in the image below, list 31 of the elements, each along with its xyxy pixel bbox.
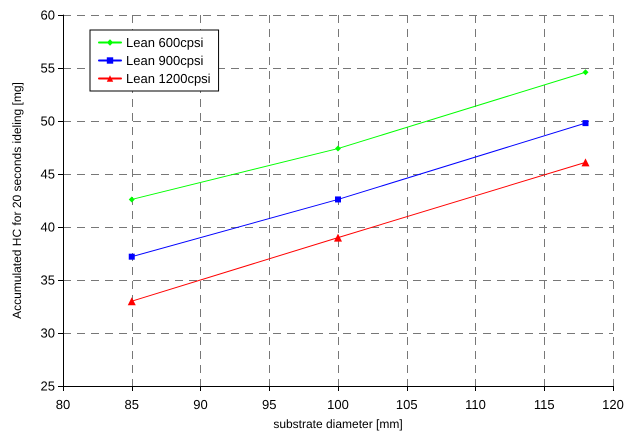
point <box>582 120 588 126</box>
x-tick-label: 80 <box>56 397 70 412</box>
y-tick-label: 25 <box>40 378 55 394</box>
legend-label: Lean 1200cpsi <box>126 71 211 86</box>
x-tick-label: 95 <box>262 397 276 412</box>
legend-label: Lean 600cpsi <box>126 35 204 50</box>
y-tick-label: 60 <box>40 8 55 22</box>
y-tick-label: 50 <box>40 114 55 128</box>
point <box>128 297 136 306</box>
y-tick-label: 30 <box>40 326 55 340</box>
point <box>335 146 341 152</box>
point <box>128 254 135 260</box>
x-tick-label: 110 <box>465 397 486 412</box>
x-tick-label: 115 <box>534 397 555 412</box>
x-tick-label: 120 <box>602 397 624 412</box>
x-axis-title: substrate diameter [mm] <box>273 417 403 431</box>
x-tick-label: 85 <box>124 397 139 412</box>
point <box>128 196 135 202</box>
point <box>582 158 590 166</box>
point <box>334 234 342 242</box>
y-tick-label: 40 <box>40 220 55 234</box>
legend-label: Lean 900cpsi <box>126 53 204 68</box>
y-axis-title: Accumulated HC for 20 seconds ideling [mg] <box>10 82 24 319</box>
y-tick-label: 55 <box>40 60 55 76</box>
y-tick-label: 45 <box>40 166 55 182</box>
y-tick-label: 35 <box>40 272 55 288</box>
point <box>582 69 588 76</box>
x-tick-label: 100 <box>327 397 349 412</box>
point <box>335 196 341 202</box>
x-tick-label: 105 <box>396 397 418 412</box>
x-tick-label: 90 <box>193 397 208 412</box>
